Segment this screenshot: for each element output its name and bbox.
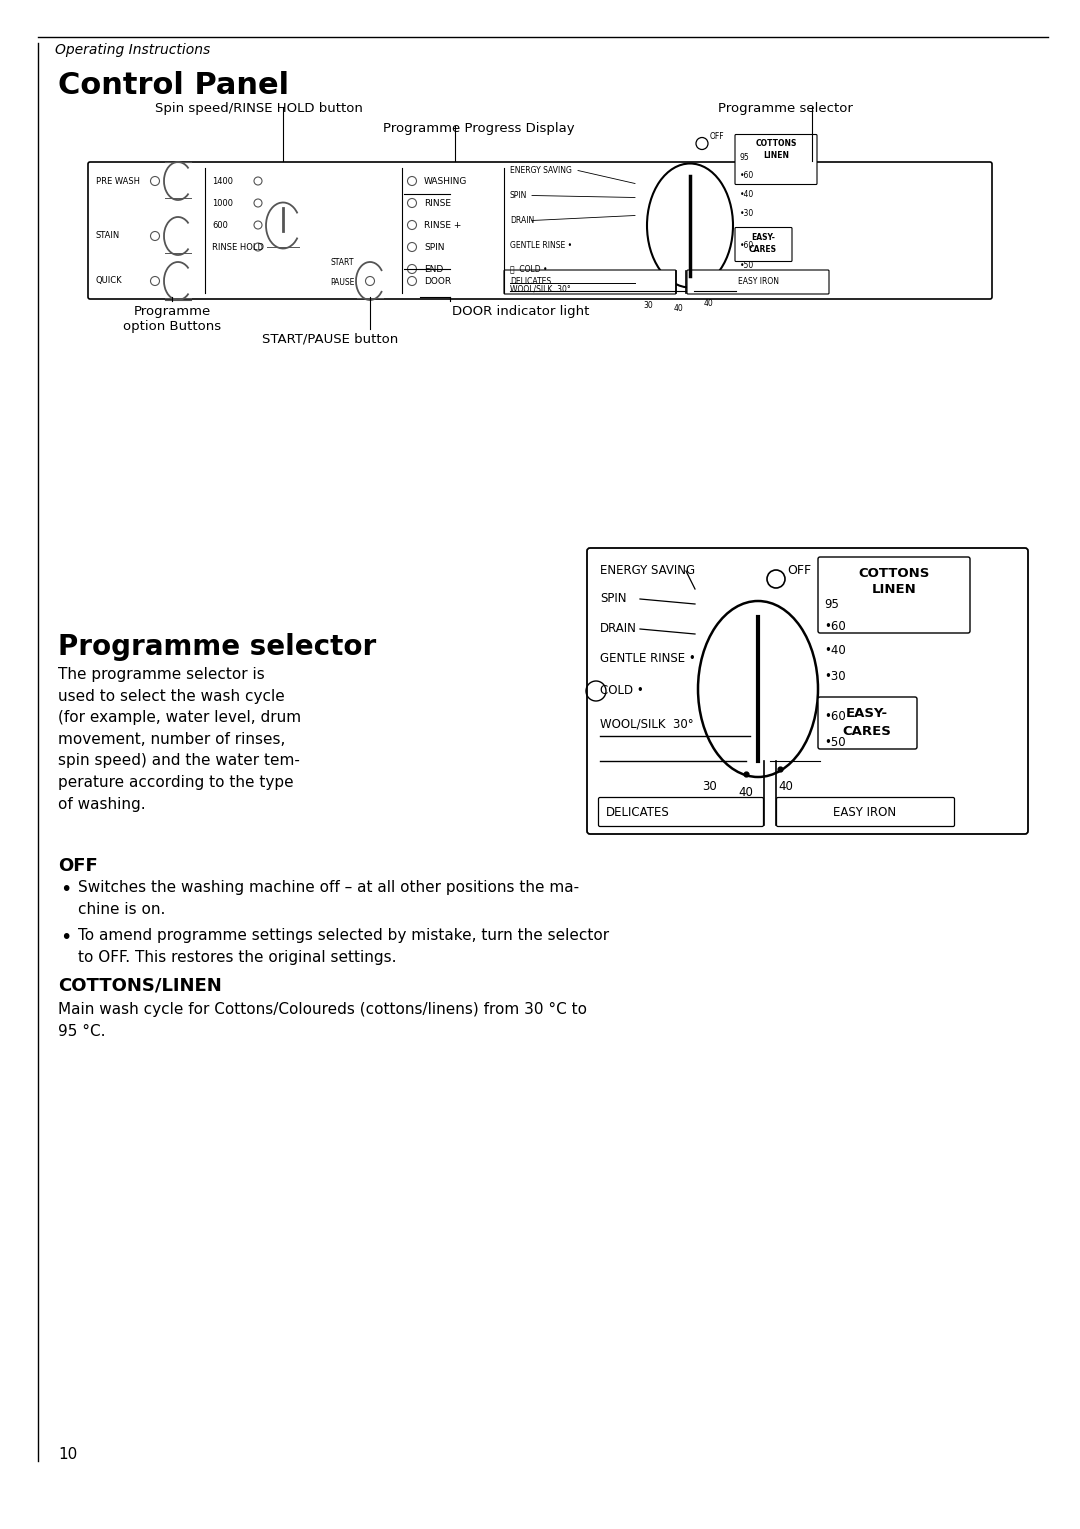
Text: DELICATES: DELICATES bbox=[606, 806, 670, 818]
Text: SPIN: SPIN bbox=[510, 191, 527, 200]
Text: Programme
option Buttons: Programme option Buttons bbox=[123, 304, 221, 333]
Text: ENERGY SAVING: ENERGY SAVING bbox=[600, 564, 696, 578]
FancyBboxPatch shape bbox=[598, 798, 764, 827]
Text: •60: •60 bbox=[824, 619, 846, 633]
Text: 40: 40 bbox=[703, 300, 713, 307]
Text: •60: •60 bbox=[740, 242, 754, 251]
Text: Ⓢ  COLD •: Ⓢ COLD • bbox=[510, 265, 548, 274]
Text: •50: •50 bbox=[740, 261, 754, 271]
FancyBboxPatch shape bbox=[87, 162, 993, 300]
Text: RINSE: RINSE bbox=[424, 199, 451, 208]
FancyBboxPatch shape bbox=[504, 271, 676, 294]
Text: CARES: CARES bbox=[750, 246, 777, 254]
Text: Programme selector: Programme selector bbox=[718, 102, 853, 115]
Text: OFF: OFF bbox=[58, 856, 98, 875]
FancyBboxPatch shape bbox=[777, 798, 955, 827]
Text: Main wash cycle for Cottons/Coloureds (cottons/linens) from 30 °C to
95 °C.: Main wash cycle for Cottons/Coloureds (c… bbox=[58, 1001, 588, 1038]
Text: WASHING: WASHING bbox=[424, 176, 468, 185]
Text: •40: •40 bbox=[824, 645, 846, 657]
Text: Operating Instructions: Operating Instructions bbox=[55, 43, 211, 57]
Text: COTTONS/LINEN: COTTONS/LINEN bbox=[58, 976, 221, 994]
Text: START/PAUSE button: START/PAUSE button bbox=[261, 333, 399, 346]
Text: •60: •60 bbox=[740, 171, 754, 180]
Text: •: • bbox=[60, 928, 71, 946]
Text: 40: 40 bbox=[779, 780, 794, 794]
Text: 600: 600 bbox=[212, 220, 228, 229]
Text: ENERGY SAVING: ENERGY SAVING bbox=[510, 167, 572, 174]
Text: COTTONS: COTTONS bbox=[859, 567, 930, 579]
Text: 1400: 1400 bbox=[212, 176, 233, 185]
Text: WOOL/SILK  30°: WOOL/SILK 30° bbox=[600, 717, 693, 731]
Text: WOOL/SILK  30°: WOOL/SILK 30° bbox=[510, 284, 570, 294]
Text: QUICK: QUICK bbox=[96, 277, 123, 286]
Text: •40: •40 bbox=[740, 190, 754, 199]
FancyBboxPatch shape bbox=[818, 697, 917, 749]
Text: 40: 40 bbox=[673, 304, 683, 313]
Text: The programme selector is
used to select the wash cycle
(for example, water leve: The programme selector is used to select… bbox=[58, 667, 301, 812]
Text: Spin speed/RINSE HOLD button: Spin speed/RINSE HOLD button bbox=[156, 102, 363, 115]
Text: Control Panel: Control Panel bbox=[58, 70, 289, 99]
Text: DELICATES: DELICATES bbox=[510, 277, 551, 286]
Text: 95: 95 bbox=[824, 598, 839, 610]
Text: OFF: OFF bbox=[787, 564, 811, 578]
Text: GENTLE RINSE •: GENTLE RINSE • bbox=[510, 242, 572, 251]
Text: Programme Progress Display: Programme Progress Display bbox=[383, 122, 575, 135]
Text: PRE WASH: PRE WASH bbox=[96, 176, 140, 185]
Text: •: • bbox=[60, 881, 71, 899]
Text: •60: •60 bbox=[824, 711, 846, 723]
Text: EASY IRON: EASY IRON bbox=[834, 806, 896, 818]
FancyBboxPatch shape bbox=[735, 228, 792, 261]
Text: CARES: CARES bbox=[842, 725, 891, 739]
Text: DOOR: DOOR bbox=[424, 277, 451, 286]
Text: •30: •30 bbox=[740, 209, 754, 219]
Text: SPIN: SPIN bbox=[424, 243, 445, 251]
Text: COTTONS: COTTONS bbox=[755, 139, 797, 148]
Text: LINEN: LINEN bbox=[762, 151, 789, 161]
Text: RINSE HOLD: RINSE HOLD bbox=[212, 243, 264, 251]
Text: 40: 40 bbox=[739, 786, 754, 800]
Text: COLD •: COLD • bbox=[600, 685, 644, 697]
FancyBboxPatch shape bbox=[735, 135, 816, 185]
Text: GENTLE RINSE •: GENTLE RINSE • bbox=[600, 653, 696, 665]
Text: 10: 10 bbox=[58, 1446, 78, 1462]
Text: 30: 30 bbox=[703, 780, 717, 794]
Text: Switches the washing machine off – at all other positions the ma-
chine is on.: Switches the washing machine off – at al… bbox=[78, 881, 579, 916]
Text: DRAIN: DRAIN bbox=[600, 622, 637, 636]
Text: DRAIN: DRAIN bbox=[510, 216, 535, 225]
Text: SPIN: SPIN bbox=[600, 593, 626, 605]
FancyBboxPatch shape bbox=[687, 271, 829, 294]
Text: START: START bbox=[330, 258, 354, 268]
Text: •50: •50 bbox=[824, 735, 846, 749]
Text: OFF: OFF bbox=[710, 131, 725, 141]
FancyBboxPatch shape bbox=[588, 547, 1028, 833]
Text: 95: 95 bbox=[740, 153, 750, 162]
Text: PAUSE: PAUSE bbox=[329, 278, 354, 287]
Text: STAIN: STAIN bbox=[96, 231, 120, 240]
Text: To amend programme settings selected by mistake, turn the selector
to OFF. This : To amend programme settings selected by … bbox=[78, 928, 609, 965]
Text: DOOR indicator light: DOOR indicator light bbox=[453, 304, 590, 318]
Text: EASY-: EASY- bbox=[751, 232, 775, 242]
Text: RINSE +: RINSE + bbox=[424, 220, 461, 229]
Text: 1000: 1000 bbox=[212, 199, 233, 208]
Text: LINEN: LINEN bbox=[872, 583, 916, 596]
Text: •30: •30 bbox=[824, 670, 846, 682]
Text: EASY-: EASY- bbox=[846, 706, 888, 720]
Text: 30: 30 bbox=[643, 301, 653, 310]
FancyBboxPatch shape bbox=[818, 557, 970, 633]
Text: EASY IRON: EASY IRON bbox=[738, 277, 779, 286]
Text: END: END bbox=[424, 265, 443, 274]
Text: Programme selector: Programme selector bbox=[58, 633, 376, 661]
